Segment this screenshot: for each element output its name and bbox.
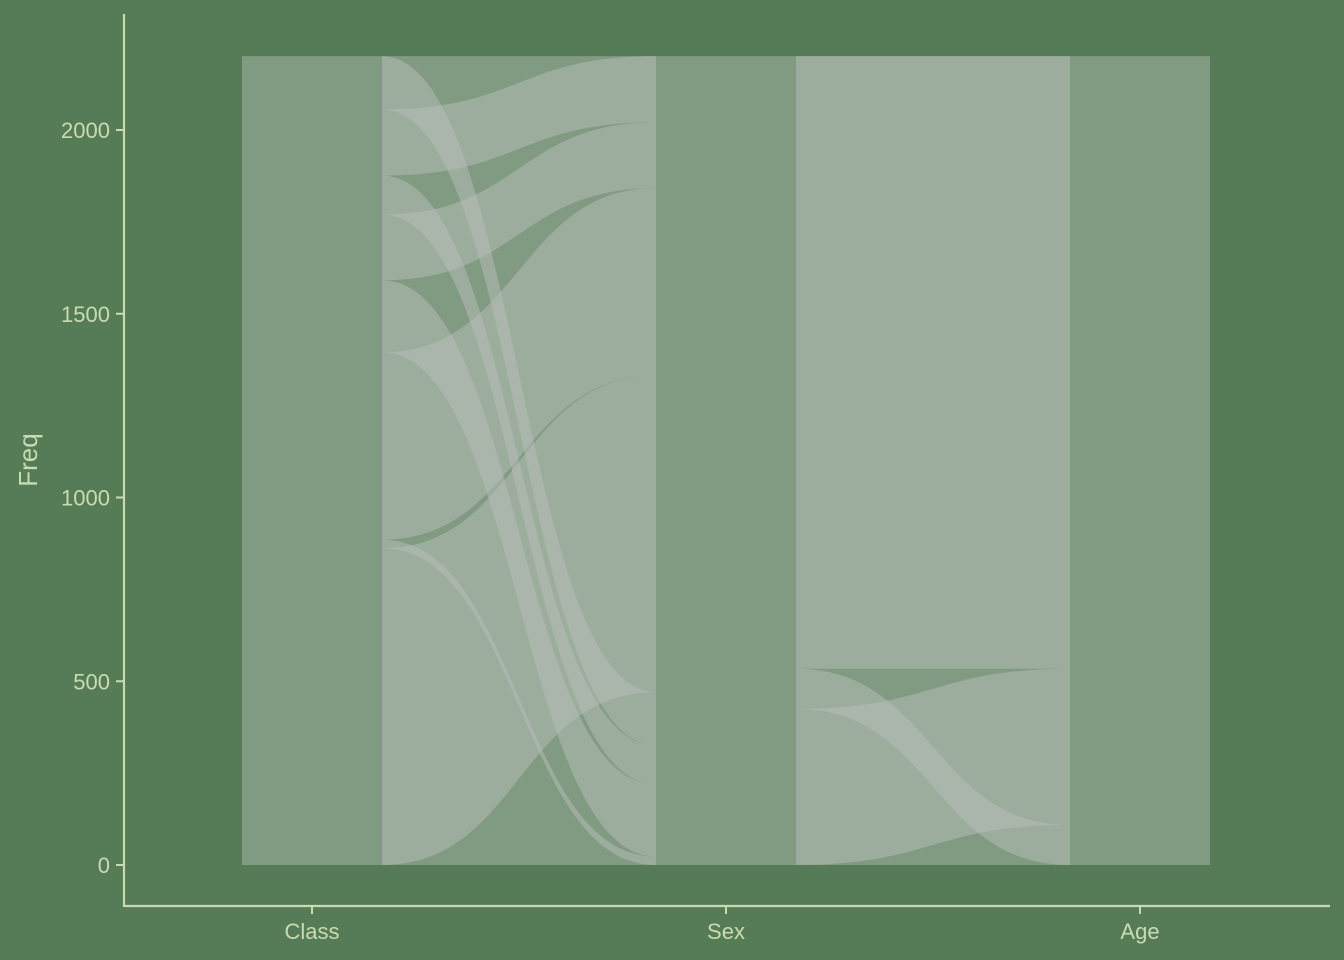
flow-1st-to-female xyxy=(382,56,656,746)
flow-2nd-to-female xyxy=(382,175,656,785)
y-tick-label: 500 xyxy=(73,669,110,694)
flow-female-to-child xyxy=(796,692,1070,865)
y-tick-label: 0 xyxy=(98,853,110,878)
flow-layer xyxy=(242,56,1210,865)
x-tick-label: Age xyxy=(1120,919,1159,944)
flow-male-to-child xyxy=(796,668,1070,849)
flow-crew-to-male xyxy=(382,375,656,865)
flow-3rd-to-male xyxy=(382,188,656,540)
flow-3rd-to-female xyxy=(382,280,656,857)
flow-crew-to-female xyxy=(382,539,656,865)
x-tick-label: Sex xyxy=(707,919,745,944)
y-axis-title: Freq xyxy=(13,433,43,486)
x-tick-label: Class xyxy=(284,919,339,944)
y-tick-label: 1500 xyxy=(61,302,110,327)
flow-male-to-adult xyxy=(796,56,1070,669)
y-tick-label: 1000 xyxy=(61,486,110,511)
y-ticks: 0 500 1000 1500 2000 xyxy=(61,118,124,878)
y-tick-label: 2000 xyxy=(61,118,110,143)
axes-layer: 0 500 1000 1500 2000 Class Sex Age Freq xyxy=(13,14,1330,944)
x-ticks: Class Sex Age xyxy=(284,906,1160,944)
